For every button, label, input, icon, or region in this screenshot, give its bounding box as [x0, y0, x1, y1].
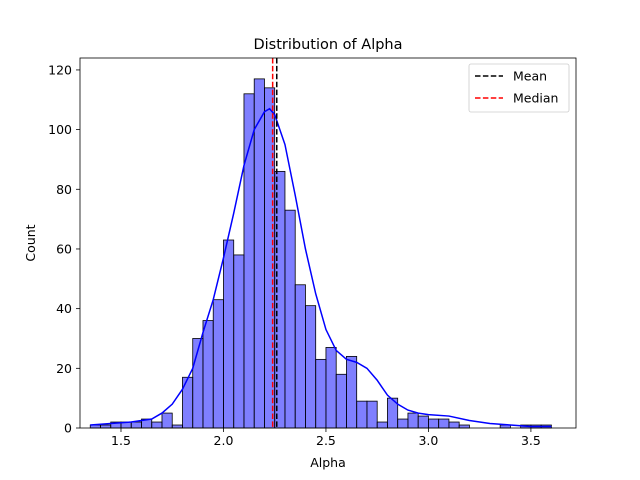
histogram-bar: [366, 400, 378, 429]
x-axis-label: Alpha: [310, 455, 346, 470]
histogram-bar: [448, 421, 460, 429]
histogram-bar: [161, 412, 173, 429]
histogram-bar: [417, 415, 429, 429]
histogram-bar: [100, 424, 112, 429]
histogram-bar: [325, 347, 337, 429]
y-tick-label: 80: [56, 182, 72, 197]
histogram-bar: [284, 209, 296, 429]
histogram-bar: [315, 358, 327, 429]
histogram-bar: [335, 373, 347, 429]
histogram-bar: [223, 239, 235, 429]
y-tick-label: 100: [48, 122, 72, 137]
x-tick-label: 3.0: [418, 433, 438, 448]
histogram-bar: [438, 418, 450, 429]
histogram-bar: [243, 93, 255, 429]
y-tick-label: 60: [56, 241, 72, 256]
plot-area-frame: [79, 57, 577, 429]
legend-mean-label: Mean: [513, 69, 547, 84]
x-tick-label: 2.5: [316, 433, 336, 448]
histogram-bar: [346, 355, 358, 429]
x-tick-label: 1.5: [111, 433, 131, 448]
histogram-bar: [253, 78, 265, 429]
histogram-bar: [233, 254, 245, 429]
legend-median-label: Median: [513, 91, 558, 106]
histogram-bar: [171, 424, 183, 429]
chart-title: Distribution of Alpha: [253, 37, 402, 53]
y-tick-label: 20: [56, 361, 72, 376]
x-tick-label: 2.0: [214, 433, 234, 448]
histogram-bar: [356, 400, 368, 429]
reference-lines: [271, 58, 278, 428]
kde-curve: [90, 107, 552, 428]
histogram-bar: [407, 412, 419, 429]
histogram-bar: [305, 305, 317, 429]
histogram-bar: [397, 418, 409, 429]
histogram-bar: [130, 421, 142, 429]
legend: Mean Median: [468, 63, 570, 113]
y-axis-ticks: 0 20 40 60 80 100 120: [48, 62, 80, 436]
x-axis-ticks: 1.5 2.0 2.5 3.0 3.5: [111, 428, 541, 448]
y-tick-label: 0: [64, 421, 72, 436]
histogram-bar: [428, 418, 440, 429]
histogram-bar: [458, 424, 470, 429]
histogram-bar: [376, 421, 388, 429]
y-tick-label: 120: [48, 62, 72, 77]
x-tick-label: 3.5: [521, 433, 541, 448]
y-tick-label: 40: [56, 301, 72, 316]
y-axis-label: Count: [23, 224, 38, 261]
histogram-bar: [202, 320, 214, 429]
histogram-bar: [212, 299, 224, 429]
histogram-bar: [294, 284, 306, 429]
histogram-bar: [151, 421, 163, 429]
